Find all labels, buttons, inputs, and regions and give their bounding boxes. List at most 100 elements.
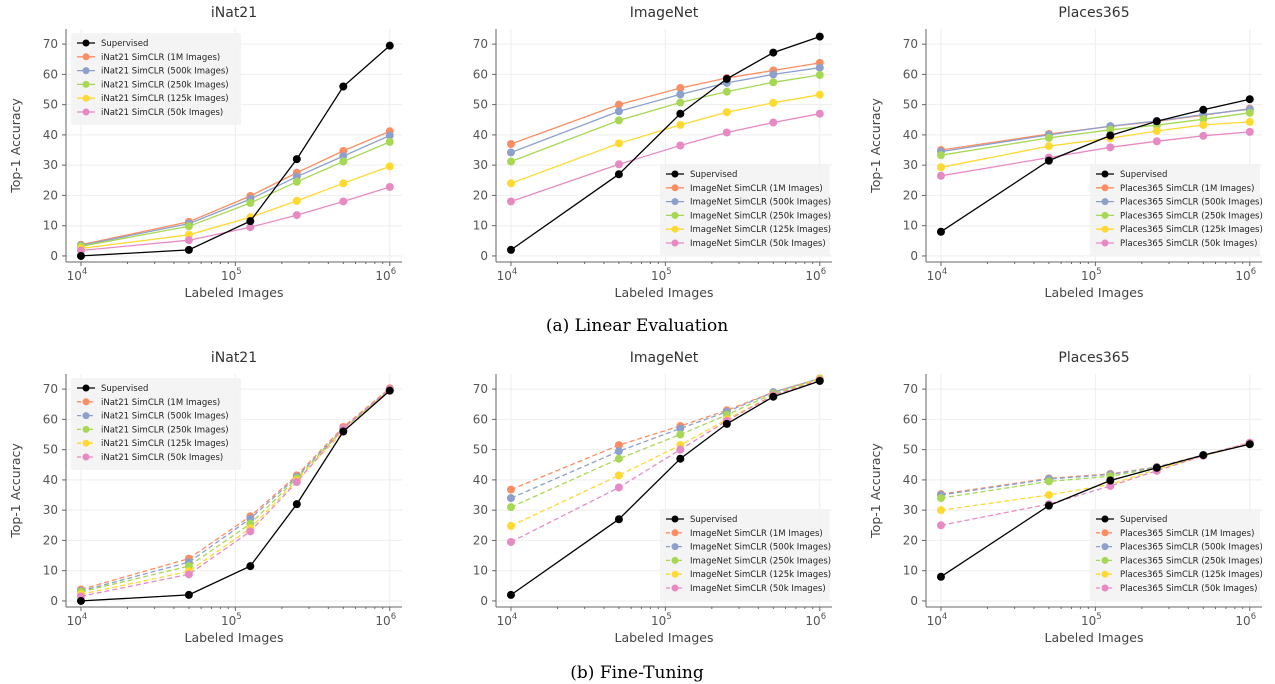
data-point (614, 170, 623, 179)
series-supervised (76, 386, 394, 605)
chart-title: ImageNet (630, 5, 699, 21)
data-point (769, 48, 778, 57)
data-point (676, 90, 685, 99)
series-supervised (506, 32, 824, 254)
legend-marker (82, 108, 90, 116)
data-point (76, 251, 85, 260)
y-tick-label: 50 (903, 98, 918, 112)
legend: Supervised Places365 SimCLR (1M Images) Pl… (1090, 509, 1263, 601)
data-point (936, 521, 945, 530)
legend-marker (82, 412, 90, 420)
y-tick-label: 30 (903, 503, 918, 517)
y-tick-label: 70 (43, 37, 58, 51)
data-point (184, 236, 193, 245)
legend-marker (82, 398, 90, 406)
legend-label: ImageNet SimCLR (50k Images) (690, 239, 826, 249)
data-point (1106, 143, 1115, 152)
series-line (80, 390, 391, 602)
data-point (184, 222, 193, 231)
data-point (1106, 125, 1115, 134)
data-point (292, 478, 301, 487)
legend-marker (1101, 556, 1109, 564)
data-point (385, 386, 394, 395)
y-axis-label: Top-1 Accuracy (868, 443, 883, 539)
data-point (1245, 117, 1254, 126)
series-line (940, 108, 1250, 153)
legend-label: Supervised (1120, 515, 1167, 525)
legend-label: iNat21 SimCLR (250k Images) (101, 425, 229, 435)
data-point (339, 427, 348, 436)
data-point (614, 139, 623, 148)
data-point (769, 70, 778, 79)
data-point (1199, 131, 1208, 140)
legend-marker (1101, 211, 1109, 219)
legend-label: Places365 SimCLR (125k Images) (1120, 225, 1263, 235)
data-point (292, 211, 301, 220)
legend-marker (1101, 184, 1109, 192)
data-point (506, 590, 515, 599)
y-tick-label: 50 (43, 443, 58, 457)
x-tick-label: 106 (805, 612, 826, 628)
data-point (614, 447, 623, 456)
x-tick-label: 104 (497, 612, 518, 628)
y-tick-label: 20 (473, 188, 488, 202)
legend-marker (82, 53, 90, 61)
y-tick-label: 50 (43, 98, 58, 112)
legend-marker (1101, 543, 1109, 551)
data-point (1152, 117, 1161, 126)
data-point (1044, 142, 1053, 151)
series-supervised (936, 95, 1254, 236)
y-tick-label: 70 (473, 37, 488, 51)
legend-marker (671, 184, 679, 192)
x-tick-label: 105 (1081, 612, 1102, 628)
legend-marker (1101, 584, 1109, 592)
y-tick-label: 20 (43, 533, 58, 547)
data-point (246, 217, 255, 226)
legend: Supervised Places365 SimCLR (1M Images) Pl… (1090, 164, 1263, 256)
x-axis-label: Labeled Images (1045, 630, 1144, 645)
legend-label: ImageNet SimCLR (50k Images) (690, 584, 826, 594)
legend-marker (671, 584, 679, 592)
data-point (1199, 115, 1208, 124)
data-point (506, 503, 515, 512)
x-tick-label: 104 (927, 612, 948, 628)
data-point (1106, 476, 1115, 485)
chart-title: ImageNet (630, 350, 699, 366)
y-tick-label: 40 (43, 473, 58, 487)
y-tick-label: 40 (473, 128, 488, 142)
data-point (936, 494, 945, 503)
data-point (1106, 131, 1115, 140)
data-point (339, 82, 348, 91)
data-point (722, 87, 731, 96)
data-point (1152, 126, 1161, 135)
y-tick-label: 60 (903, 67, 918, 81)
legend-marker (671, 570, 679, 578)
y-tick-label: 70 (903, 382, 918, 396)
legend-marker (671, 529, 679, 537)
legend-label: Supervised (101, 384, 148, 394)
x-tick-label: 106 (375, 612, 396, 628)
data-point (184, 245, 193, 254)
data-point (769, 392, 778, 401)
x-axis-label: Labeled Images (615, 285, 714, 300)
legend-label: ImageNet SimCLR (125k Images) (690, 225, 831, 235)
legend-marker (1101, 239, 1109, 247)
chart-title: Places365 (1058, 5, 1129, 21)
x-axis-label: Labeled Images (615, 630, 714, 645)
legend: Supervised ImageNet SimCLR (1M Images) Ima… (660, 509, 831, 601)
legend: Supervised ImageNet SimCLR (1M Images) Ima… (660, 164, 831, 256)
y-tick-label: 10 (473, 219, 488, 233)
y-tick-label: 20 (43, 188, 58, 202)
data-point (339, 197, 348, 206)
legend-marker (1101, 515, 1109, 523)
y-tick-label: 50 (903, 443, 918, 457)
data-point (385, 137, 394, 146)
caption-fine-tuning: (b) Fine-Tuning (570, 663, 704, 683)
legend-label: ImageNet SimCLR (1M Images) (690, 184, 823, 194)
legend-marker (671, 543, 679, 551)
y-tick-label: 10 (903, 564, 918, 578)
legend-label: Supervised (101, 39, 148, 49)
y-tick-label: 0 (50, 249, 58, 263)
y-axis-label: Top-1 Accuracy (868, 98, 883, 194)
